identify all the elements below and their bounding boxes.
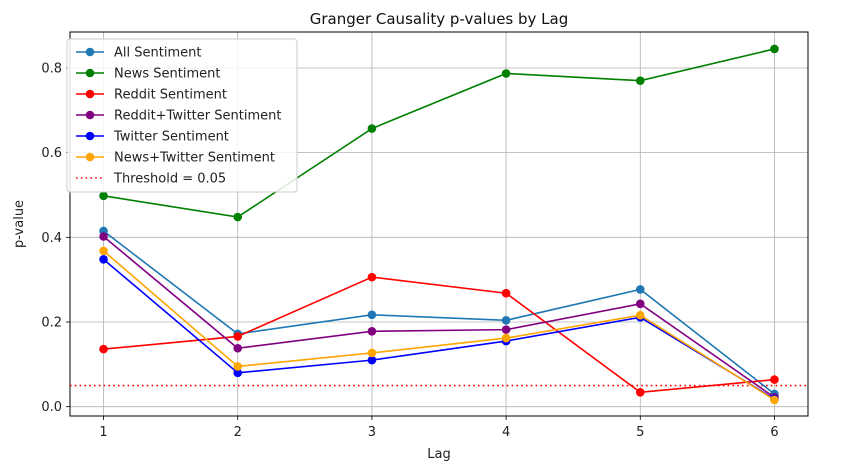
chart-title: Granger Causality p-values by Lag	[310, 10, 569, 28]
data-point	[501, 288, 511, 298]
plot-area	[69, 31, 809, 417]
data-point	[99, 191, 108, 201]
data-point	[367, 310, 377, 320]
x-tick-label: 6	[770, 425, 778, 440]
y-axis: 0.0 0.2 0.4 0.6 0.8	[41, 61, 70, 415]
series-line	[103, 48, 775, 218]
data-point	[770, 395, 779, 405]
data-point	[501, 316, 511, 325]
legend-marker	[85, 89, 95, 99]
x-tick-label: 5	[636, 425, 644, 440]
y-tick-label: 0.6	[41, 146, 62, 161]
legend-marker	[85, 152, 95, 162]
data-point	[233, 362, 243, 371]
y-tick-label: 0.8	[41, 61, 62, 76]
series-line	[103, 250, 775, 401]
data-point	[635, 76, 645, 85]
data-point	[770, 44, 779, 54]
legend-label: Reddit+Twitter Sentiment	[114, 109, 281, 124]
x-tick-label: 3	[368, 425, 376, 440]
legend-marker	[85, 47, 95, 57]
series-6	[99, 246, 779, 405]
series-line	[103, 230, 775, 395]
y-axis-label: p-value	[12, 200, 27, 248]
data-point	[233, 343, 243, 353]
series-line	[103, 258, 775, 400]
legend-label: All Sentiment	[114, 46, 201, 61]
legend-label: Reddit Sentiment	[114, 88, 227, 103]
data-point	[635, 387, 645, 397]
x-tick-label: 4	[502, 425, 510, 440]
data-point	[367, 348, 377, 358]
x-axis-label: Lag	[427, 447, 450, 462]
data-point	[367, 327, 377, 336]
series-group	[99, 44, 779, 405]
data-point	[233, 368, 243, 378]
data-point	[635, 285, 645, 294]
data-point	[233, 332, 243, 341]
legend-label: Threshold = 0.05	[113, 172, 226, 187]
y-tick-label: 0.0	[41, 400, 62, 415]
data-point	[99, 255, 108, 264]
series-line	[103, 276, 775, 394]
x-tick-label: 1	[99, 425, 107, 440]
data-point	[367, 124, 377, 133]
data-point	[367, 355, 377, 365]
x-tick-label: 2	[234, 425, 242, 440]
data-point	[501, 333, 511, 343]
data-point	[635, 310, 645, 320]
data-point	[770, 375, 779, 384]
data-point	[501, 325, 511, 334]
data-point	[99, 232, 108, 241]
legend: All Sentiment News Sentiment Reddit Sentim…	[66, 38, 298, 193]
legend-marker	[85, 131, 95, 141]
legend-marker	[85, 68, 95, 78]
legend-label: News Sentiment	[114, 67, 220, 82]
data-point	[367, 272, 377, 282]
series-3	[99, 272, 779, 397]
data-point	[501, 69, 511, 78]
legend-box	[66, 38, 298, 193]
legend-label: News+Twitter Sentiment	[114, 151, 275, 166]
series-1	[99, 226, 779, 399]
data-point	[99, 246, 108, 256]
data-point	[233, 212, 243, 222]
legend-label: Twitter Sentiment	[113, 130, 229, 145]
series-2	[99, 44, 779, 222]
legend-marker	[85, 110, 95, 120]
y-tick-label: 0.2	[41, 316, 62, 331]
x-axis: 1 2 3 4 5 6	[99, 416, 779, 440]
data-point	[99, 344, 108, 354]
series-line	[103, 235, 775, 399]
y-tick-label: 0.4	[41, 231, 62, 246]
data-point	[635, 299, 645, 309]
